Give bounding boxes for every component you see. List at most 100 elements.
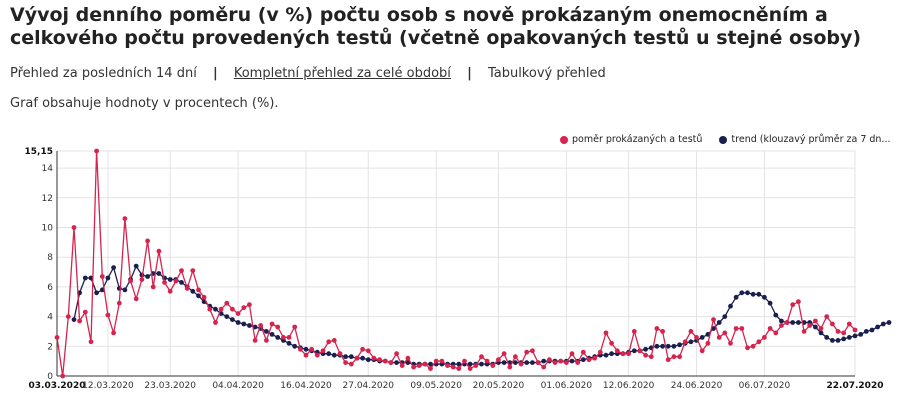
ratio-point [479,354,484,360]
ratio-point [586,357,592,363]
trend-point [213,306,218,312]
x-tick-label: 24.06.2020 [671,381,723,391]
trend-point [264,329,269,334]
ratio-point [275,324,281,330]
legend-ratio-marker [560,135,568,144]
ratio-point [467,366,473,371]
trend-point [467,361,473,367]
legend-ratio-label: poměr prokázaných a testů [572,134,703,145]
y-tick-label: 10 [42,223,54,233]
trend-point [858,332,864,337]
ratio-point [665,357,671,363]
trend-point [348,354,354,360]
ratio-point [411,364,416,370]
legend-ratio[interactable]: poměr prokázaných a testů [560,134,702,145]
ratio-point [592,355,598,361]
ratio-point [773,330,779,336]
ratio-point [82,309,88,315]
trend-point [796,320,801,325]
ratio-point [745,345,750,351]
legend-trend[interactable]: trend (klouzavý průměr za 7 dn... [719,134,891,145]
ratio-point [105,312,111,318]
x-tick-label: 01.06.2020 [541,381,593,391]
ratio-point [518,361,524,367]
y-tick-label: 4 [47,313,53,323]
ratio-point [218,306,224,312]
trend-point [428,361,433,367]
ratio-point [484,358,490,364]
trend-point [179,280,184,285]
ratio-point [779,323,784,328]
ratio-point [716,335,722,340]
ratio-point [162,280,167,285]
trend-point [71,317,77,322]
ratio-point [281,335,286,340]
ratio-point [94,148,99,154]
ratio-point [580,349,586,355]
ratio-point [711,317,716,322]
ratio-point [603,330,609,336]
x-tick-label: 20.05.2020 [473,381,525,391]
ratio-point [111,330,116,336]
ratio-point [252,338,258,343]
ratio-point [382,358,388,364]
trend-point [863,329,869,334]
ratio-point [660,329,665,334]
ratio-point [682,339,688,345]
ratio-point [184,286,190,291]
ratio-point [677,354,682,360]
trend-point [530,360,535,365]
ratio-point [564,360,569,365]
ratio-point [784,320,790,325]
ratio-point [320,348,326,354]
ratio-point [122,216,128,222]
y-tick-label: 14 [42,164,54,174]
ratio-point [501,351,507,357]
ratio-point [394,351,399,357]
ratio-point [750,343,756,349]
ratio-point [145,238,151,244]
y-tick-label: 8 [47,253,53,263]
nav-separator: | [212,66,218,81]
legend-trend-label: trend (klouzavý průměr za 7 dn... [731,134,891,145]
ratio-point [609,340,614,346]
ratio-point [654,326,660,331]
trend-point [241,321,247,327]
ratio-point [496,357,501,363]
trend-point [631,348,637,354]
trend-point [326,351,332,357]
ratio-point [648,354,654,360]
nav-table-overview[interactable]: Tabulkový přehled [487,66,606,81]
ratio-point [354,355,360,361]
ratio-point [513,354,518,360]
ratio-point [133,296,139,302]
ratio-point [298,346,303,352]
trend-point [360,355,365,361]
ratio-point [699,348,705,354]
trend-point [286,340,292,346]
ratio-point [348,361,354,367]
ratio-point [813,318,818,324]
ratio-point [728,340,733,346]
trend-series [71,263,892,367]
trend-point [524,360,530,365]
ratio-point [631,329,637,334]
chart-note: Graf obsahuje hodnoty v procentech (%). [10,96,279,111]
trend-point [456,361,462,367]
ratio-point [558,358,564,364]
ratio-point [841,330,847,336]
trend-point [739,290,745,296]
x-tick-label: 03.03.2020 [29,381,86,391]
ratio-point [643,352,648,358]
nav-full-overview-link[interactable]: Kompletní přehled za celé období [233,66,451,81]
trend-point [716,320,722,325]
trend-point [275,335,281,340]
ratio-point [388,360,394,365]
ratio-point [201,294,207,300]
x-tick-label: 12.06.2020 [603,381,655,391]
ratio-point [99,274,105,279]
ratio-point [116,300,122,306]
nav-last-14-days[interactable]: Přehled za posledních 14 dní [10,66,197,81]
